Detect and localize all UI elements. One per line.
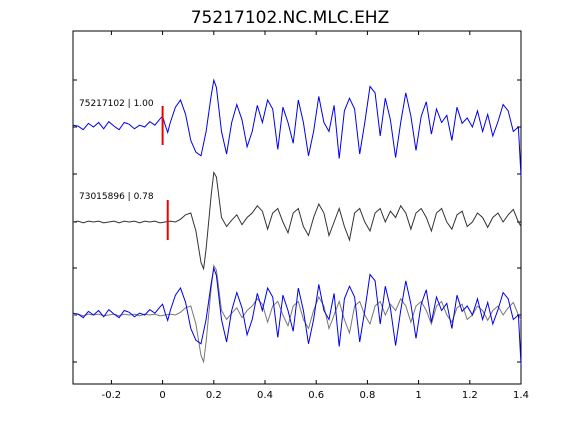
x-tick-label: 0.6 — [308, 390, 324, 401]
trace-label-73015896: 73015896 | 0.78 — [79, 192, 154, 202]
x-tick-label: 1.4 — [513, 390, 529, 401]
overlay-trace-73015896 — [72, 263, 522, 364]
y-ticks — [73, 79, 521, 363]
x-tick-label: 0.8 — [359, 390, 375, 401]
trace-73015896 — [72, 170, 522, 271]
trace-labels: 75217102 | 1.00 73015896 | 0.78 — [79, 99, 154, 202]
overlay-trace-75217102 — [72, 266, 522, 365]
trace-75217102 — [72, 78, 522, 177]
x-tick-label: 1 — [415, 390, 421, 401]
x-tick-label: 0.4 — [257, 390, 273, 401]
trace-label-75217102: 75217102 | 1.00 — [79, 99, 154, 109]
axes-frame — [72, 30, 522, 385]
x-ticks: -0.2 0 0.2 0.4 0.6 0.8 1 1.2 1.4 — [102, 31, 529, 401]
x-tick-label: 1.2 — [462, 390, 478, 401]
chart-title: 75217102.NC.MLC.EHZ — [191, 8, 390, 28]
x-tick-label: 0 — [159, 390, 165, 401]
pick-markers — [161, 106, 169, 240]
x-tick-label: 0.2 — [206, 390, 222, 401]
x-tick-label: -0.2 — [102, 390, 122, 401]
plot-area: -0.2 0 0.2 0.4 0.6 0.8 1 1.2 1.4 75217102 | 1.00… — [72, 30, 529, 401]
traces — [72, 78, 522, 365]
